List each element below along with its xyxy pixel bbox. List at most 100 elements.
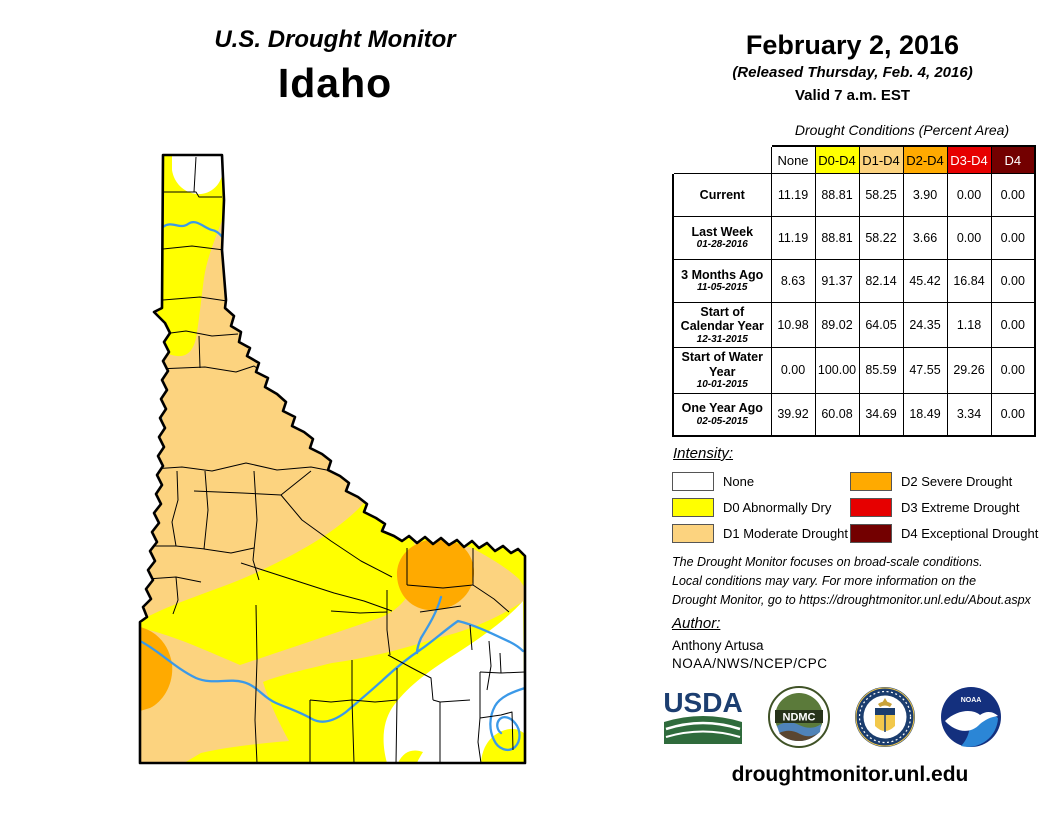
table-value-cell: 88.81	[814, 216, 860, 260]
page-title: U.S. Drought Monitor	[214, 26, 456, 53]
table-row: Start of Water Year 10-01-2015 0.00 100.00 8…	[672, 347, 1036, 394]
legend-label: D3 Extreme Drought	[901, 499, 1020, 515]
table-value-cell: 89.02	[814, 301, 860, 349]
table-value-cell: 100.00	[814, 347, 860, 394]
disclaimer-line: Local conditions may vary. For more info…	[672, 574, 977, 588]
table-value-cell: 64.05	[858, 301, 904, 349]
svg-text:NOAA: NOAA	[961, 697, 982, 704]
map-region-d2-west-border-patch	[140, 627, 173, 711]
intensity-legend: None D0 Abnormally Dry D1 Moderate Drought…	[672, 468, 1050, 546]
column-header-d3-d4: D3-D4	[946, 145, 992, 174]
noaa-logo: NOAA	[941, 687, 1001, 747]
table-value-cell: 0.00	[990, 259, 1036, 303]
legend-swatch	[850, 471, 892, 491]
legend-label: D4 Exceptional Drought	[901, 525, 1039, 541]
table-value-cell: 45.42	[902, 259, 948, 303]
table-value-cell: 58.25	[858, 173, 904, 217]
drought-table-body: Current 11.19 88.81 58.25 3.90 0.00 0.00 Last W…	[672, 173, 1036, 437]
disclaimer-line: Drought Monitor, go to https://droughtmo…	[672, 593, 1031, 607]
map-date: February 2, 2016	[745, 30, 960, 60]
column-header-d0-d4: D0-D4	[814, 145, 860, 174]
table-value-cell: 0.00	[946, 173, 992, 217]
table-caption: Drought Conditions (Percent Area)	[794, 122, 1010, 138]
row-date: 02-05-2015	[696, 415, 748, 427]
disclaimer-line: The Drought Monitor focuses on broad-sca…	[672, 555, 983, 569]
row-label: Start of Calendar Year 12-31-2015	[672, 301, 772, 349]
table-value-cell: 0.00	[770, 347, 816, 394]
row-label: Current	[672, 173, 772, 217]
map-region-d0-southeast-corner	[481, 728, 525, 763]
table-value-cell: 10.98	[770, 301, 816, 349]
disclaimer-text: The Drought Monitor focuses on broad-sca…	[672, 553, 1056, 610]
table-value-cell: 24.35	[902, 301, 948, 349]
row-date: 01-28-2016	[696, 239, 748, 251]
svg-text:NDMC: NDMC	[783, 712, 816, 724]
logo-row: USDA NDMC NOAA	[662, 686, 1042, 748]
table-value-cell: 34.69	[858, 392, 904, 437]
legend-item: D0 Abnormally Dry	[672, 494, 850, 520]
author-org: NOAA/NWS/NCEP/CPC	[672, 656, 828, 671]
legend-label: None	[723, 473, 755, 489]
table-row: Current 11.19 88.81 58.25 3.90 0.00 0.00	[672, 173, 1036, 217]
usda-logo: USDA	[663, 688, 743, 744]
table-value-cell: 3.90	[902, 173, 948, 217]
row-label: Last Week 01-28-2016	[672, 216, 772, 260]
table-value-cell: 11.19	[770, 216, 816, 260]
table-value-cell: 0.00	[990, 301, 1036, 349]
state-title: Idaho	[277, 60, 393, 106]
row-label: Start of Water Year 10-01-2015	[672, 347, 772, 394]
valid-time: Valid 7 a.m. EST	[794, 87, 911, 104]
svg-text:USDA: USDA	[663, 688, 742, 718]
county-borders	[146, 156, 525, 763]
row-label: One Year Ago 02-05-2015	[672, 392, 772, 437]
row-date: 10-01-2015	[696, 379, 748, 390]
table-value-cell: 0.00	[990, 347, 1036, 394]
table-value-cell: 47.55	[902, 347, 948, 394]
table-value-cell: 60.08	[814, 392, 860, 437]
legend-swatch	[850, 497, 892, 517]
table-value-cell: 0.00	[990, 216, 1036, 260]
footer-url: droughtmonitor.unl.edu	[731, 763, 969, 786]
map-region-d0-panhandle	[158, 155, 224, 357]
river-bear	[489, 686, 525, 751]
table-value-cell: 0.00	[990, 173, 1036, 217]
released-date: (Released Thursday, Feb. 4, 2016)	[732, 64, 973, 81]
legend-item: D1 Moderate Drought	[672, 520, 850, 546]
column-header-d1-d4: D1-D4	[858, 145, 904, 174]
column-header-none: None	[770, 145, 816, 174]
legend-label: D2 Severe Drought	[901, 473, 1013, 489]
column-header-d2-d4: D2-D4	[902, 145, 948, 174]
table-row: Start of Calendar Year 12-31-2015 10.98 89.…	[672, 301, 1036, 349]
table-value-cell: 82.14	[858, 259, 904, 303]
table-value-cell: 18.49	[902, 392, 948, 437]
legend-item: D3 Extreme Drought	[850, 494, 1050, 520]
table-value-cell: 16.84	[946, 259, 992, 303]
map-region-d0-bottom-hump	[398, 750, 423, 763]
row-date: 12-31-2015	[696, 333, 748, 345]
legend-item: D2 Severe Drought	[850, 468, 1050, 494]
table-row: One Year Ago 02-05-2015 39.92 60.08 34.69 18.…	[672, 392, 1036, 437]
table-value-cell: 88.81	[814, 173, 860, 217]
column-header-d4: D4	[990, 145, 1036, 174]
table-value-cell: 39.92	[770, 392, 816, 437]
table-value-cell: 91.37	[814, 259, 860, 303]
table-value-cell: 29.26	[946, 347, 992, 394]
intensity-title: Intensity:	[673, 445, 734, 462]
table-value-cell: 0.00	[946, 216, 992, 260]
table-corner-cell	[672, 145, 772, 174]
table-value-cell: 3.66	[902, 216, 948, 260]
legend-swatch	[672, 471, 714, 491]
drought-table-head: None D0-D4 D1-D4 D2-D4 D3-D4 D4	[672, 145, 1036, 174]
legend-label: D0 Abnormally Dry	[723, 499, 832, 515]
table-value-cell: 3.34	[946, 392, 992, 437]
ndmc-logo: NDMC	[768, 686, 830, 748]
legend-swatch	[850, 523, 892, 543]
idaho-outline	[138, 153, 527, 765]
table-value-cell: 58.22	[858, 216, 904, 260]
table-value-cell: 11.19	[770, 173, 816, 217]
table-value-cell: 8.63	[770, 259, 816, 303]
table-value-cell: 0.00	[990, 392, 1036, 437]
row-date: 11-05-2015	[697, 282, 748, 294]
legend-swatch	[672, 523, 714, 543]
